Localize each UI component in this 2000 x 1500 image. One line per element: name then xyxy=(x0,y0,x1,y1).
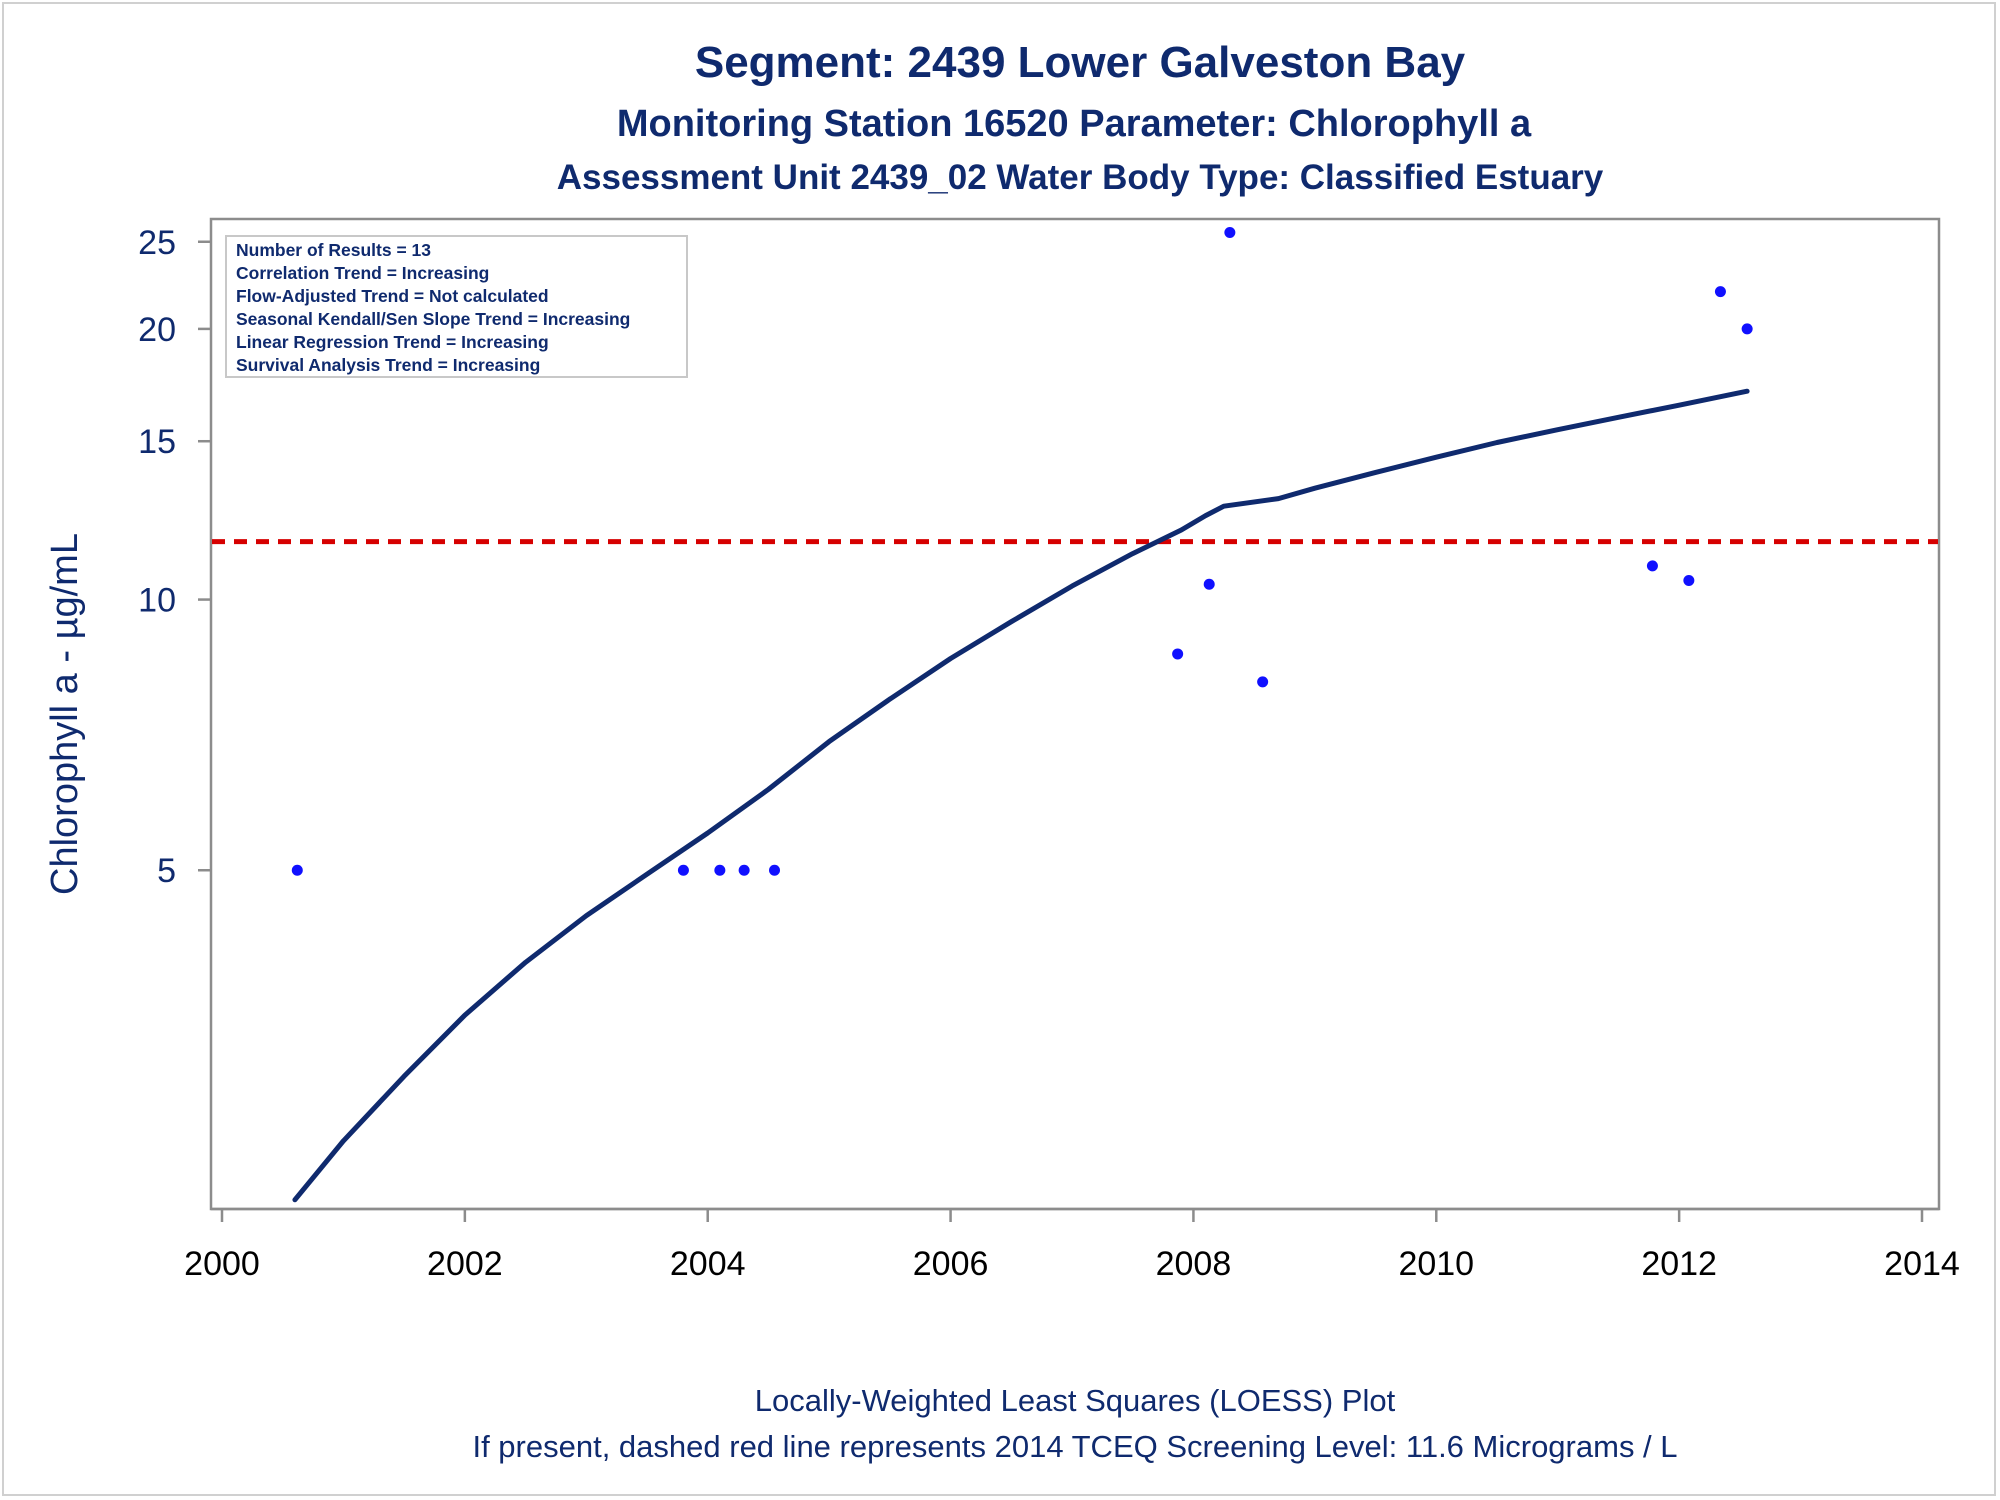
trend-inset-box: Number of Results = 13 Correlation Trend… xyxy=(225,235,688,378)
y-tick-label: 20 xyxy=(138,311,176,349)
y-axis: 5 10 15 20 25 xyxy=(138,224,211,890)
data-point xyxy=(1646,560,1658,572)
chart-title: Segment: 2439 Lower Galveston Bay xyxy=(695,38,1466,87)
data-point xyxy=(1714,286,1726,298)
x-tick-label: 2006 xyxy=(913,1245,989,1283)
data-point xyxy=(1203,578,1215,590)
loess-line-layer xyxy=(292,388,1750,1203)
x-axis: 2000 2002 2004 2006 2008 2010 2012 2014 xyxy=(184,1207,1960,1283)
y-axis-label: Chlorophyll a - µg/mL xyxy=(44,533,86,895)
footnote-1: Locally-Weighted Least Squares (LOESS) P… xyxy=(755,1383,1396,1418)
x-tick-label: 2010 xyxy=(1398,1245,1474,1283)
x-tick-label: 2008 xyxy=(1156,1245,1232,1283)
data-point xyxy=(1741,323,1753,335)
inset-frame xyxy=(225,235,688,378)
inset-line: Survival Analysis Trend = Increasing xyxy=(236,355,540,375)
data-point xyxy=(1683,575,1695,587)
x-tick-label: 2002 xyxy=(427,1245,503,1283)
inset-line: Correlation Trend = Increasing xyxy=(236,263,489,283)
chart-subtitle-1: Monitoring Station 16520 Parameter: Chlo… xyxy=(617,103,1532,145)
y-tick-label: 10 xyxy=(138,582,176,620)
data-point xyxy=(1257,676,1269,688)
data-point xyxy=(738,864,750,876)
inset-line: Flow-Adjusted Trend = Not calculated xyxy=(236,286,549,306)
y-tick-label: 25 xyxy=(138,224,176,262)
y-tick-label: 5 xyxy=(157,852,176,890)
x-tick-label: 2014 xyxy=(1884,1245,1960,1283)
data-point xyxy=(291,864,303,876)
y-tick-label: 15 xyxy=(138,423,176,461)
data-point xyxy=(1172,648,1184,660)
data-point xyxy=(714,864,726,876)
footnote-2: If present, dashed red line represents 2… xyxy=(472,1429,1677,1464)
x-tick-label: 2004 xyxy=(670,1245,746,1283)
inset-line: Linear Regression Trend = Increasing xyxy=(236,332,549,352)
data-points-layer xyxy=(291,226,1753,876)
loess-line xyxy=(292,388,1750,1203)
x-tick-label: 2000 xyxy=(184,1245,260,1283)
x-tick-label: 2012 xyxy=(1641,1245,1717,1283)
chart-subtitle-2: Assessment Unit 2439_02 Water Body Type:… xyxy=(557,158,1604,197)
inset-line: Seasonal Kendall/Sen Slope Trend = Incre… xyxy=(236,309,630,329)
data-point xyxy=(677,864,689,876)
data-point xyxy=(769,864,780,876)
inset-line: Number of Results = 13 xyxy=(236,240,431,260)
data-point xyxy=(1224,226,1236,238)
